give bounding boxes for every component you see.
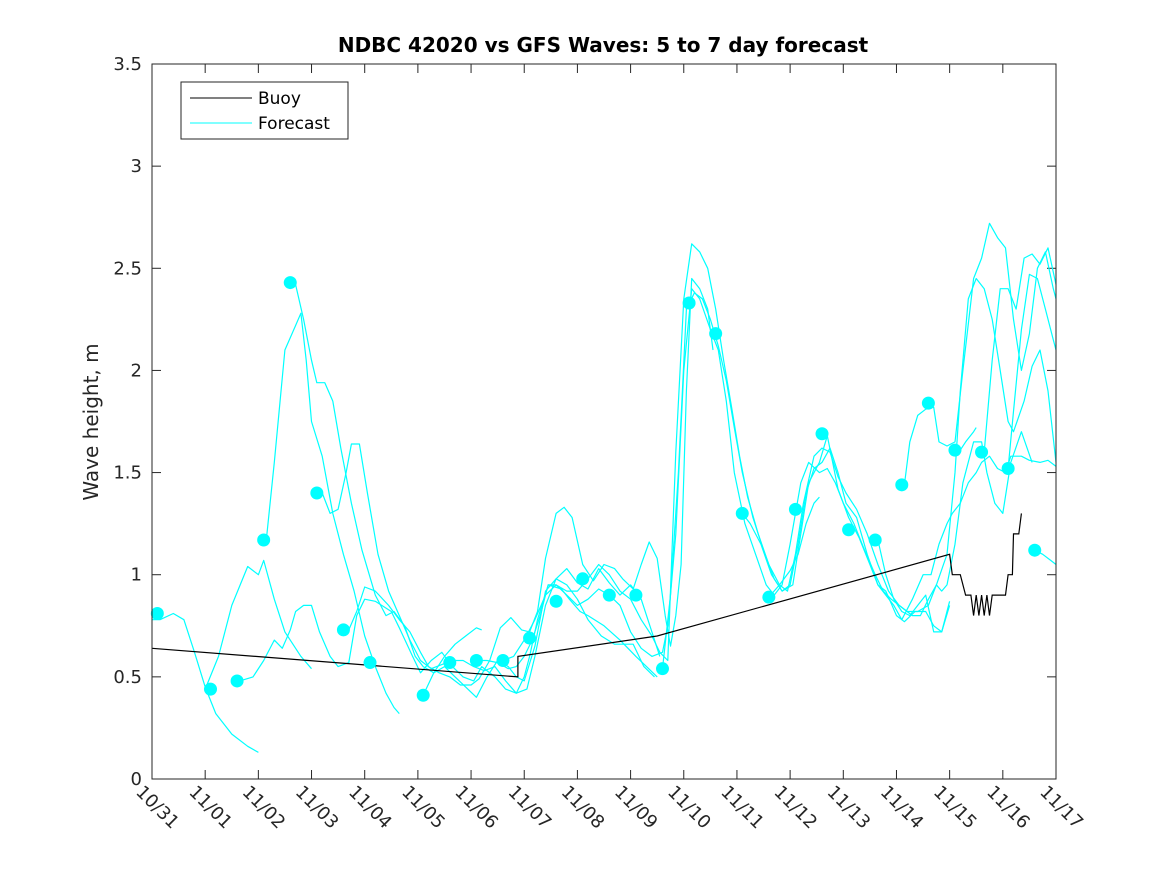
legend-label-buoy: Buoy xyxy=(258,89,301,109)
forecast-marker xyxy=(443,656,457,670)
forecast-marker xyxy=(921,396,935,410)
legend: Buoy Forecast xyxy=(180,81,349,140)
forecast-marker xyxy=(336,623,350,637)
forecast-marker xyxy=(230,674,244,688)
forecast-line xyxy=(479,288,1033,670)
forecast-marker xyxy=(310,486,324,500)
legend-label-forecast: Forecast xyxy=(258,114,330,134)
forecast-marker xyxy=(975,445,989,459)
y-axis-label: Wave height, m xyxy=(79,343,103,500)
forecast-line xyxy=(661,292,1057,669)
forecast-marker xyxy=(602,588,616,602)
forecast-line xyxy=(959,427,977,451)
forecast-marker xyxy=(416,688,430,702)
forecast-marker xyxy=(655,662,669,676)
forecast-marker xyxy=(762,590,776,604)
forecast-line xyxy=(239,584,658,694)
forecast-marker xyxy=(203,682,217,696)
forecast-marker xyxy=(496,654,510,668)
y-tick-label: 1 xyxy=(131,565,142,586)
forecast-marker xyxy=(842,523,856,537)
buoy-line xyxy=(151,513,1022,678)
y-tick-label: 0.5 xyxy=(113,667,142,688)
forecast-marker xyxy=(549,594,563,608)
forecast-line xyxy=(768,496,820,598)
forecast-line xyxy=(877,539,951,633)
forecast-marker xyxy=(709,327,723,341)
plot-frame xyxy=(151,63,1057,780)
y-tick-label: 2 xyxy=(131,360,142,381)
y-tick-label: 3 xyxy=(131,156,142,177)
chart-title: NDBC 42020 vs GFS Waves: 5 to 7 day fore… xyxy=(338,33,869,57)
y-tick-label: 3.5 xyxy=(113,54,142,75)
series-layer xyxy=(151,222,1057,753)
forecast-line xyxy=(204,559,312,690)
forecast-marker xyxy=(1001,461,1015,475)
forecast-marker xyxy=(1028,543,1042,557)
forecast-marker xyxy=(868,533,882,547)
forecast-marker xyxy=(283,276,297,290)
axis-ticks xyxy=(151,63,1057,780)
forecast-marker xyxy=(150,607,164,621)
forecast-line xyxy=(265,312,400,714)
y-tick-label: 0 xyxy=(131,769,142,790)
forecast-line xyxy=(152,612,259,753)
forecast-marker xyxy=(948,443,962,457)
forecast-marker xyxy=(815,427,829,441)
forecast-line xyxy=(983,247,1057,453)
forecast-marker xyxy=(363,656,377,670)
forecast-marker xyxy=(895,478,909,492)
forecast-marker xyxy=(257,533,271,547)
forecast-marker xyxy=(523,631,537,645)
forecast-marker xyxy=(469,654,483,668)
forecast-marker xyxy=(576,572,590,586)
forecast-marker xyxy=(788,502,802,516)
forecast-line xyxy=(502,243,1057,662)
forecast-markers xyxy=(150,276,1042,702)
legend-box xyxy=(180,81,349,140)
y-tick-label: 2.5 xyxy=(113,258,142,279)
forecast-marker xyxy=(629,588,643,602)
forecast-line xyxy=(348,277,714,686)
forecast-line xyxy=(295,284,655,698)
y-tick-labels: 0 0.5 1 1.5 2 2.5 3 3.5 xyxy=(113,54,142,790)
forecast-line xyxy=(422,627,482,696)
y-tick-label: 1.5 xyxy=(113,463,142,484)
forecast-line xyxy=(1007,273,1057,469)
plot-area xyxy=(152,64,1056,779)
forecast-marker xyxy=(735,506,749,520)
forecast-marker xyxy=(682,296,696,310)
